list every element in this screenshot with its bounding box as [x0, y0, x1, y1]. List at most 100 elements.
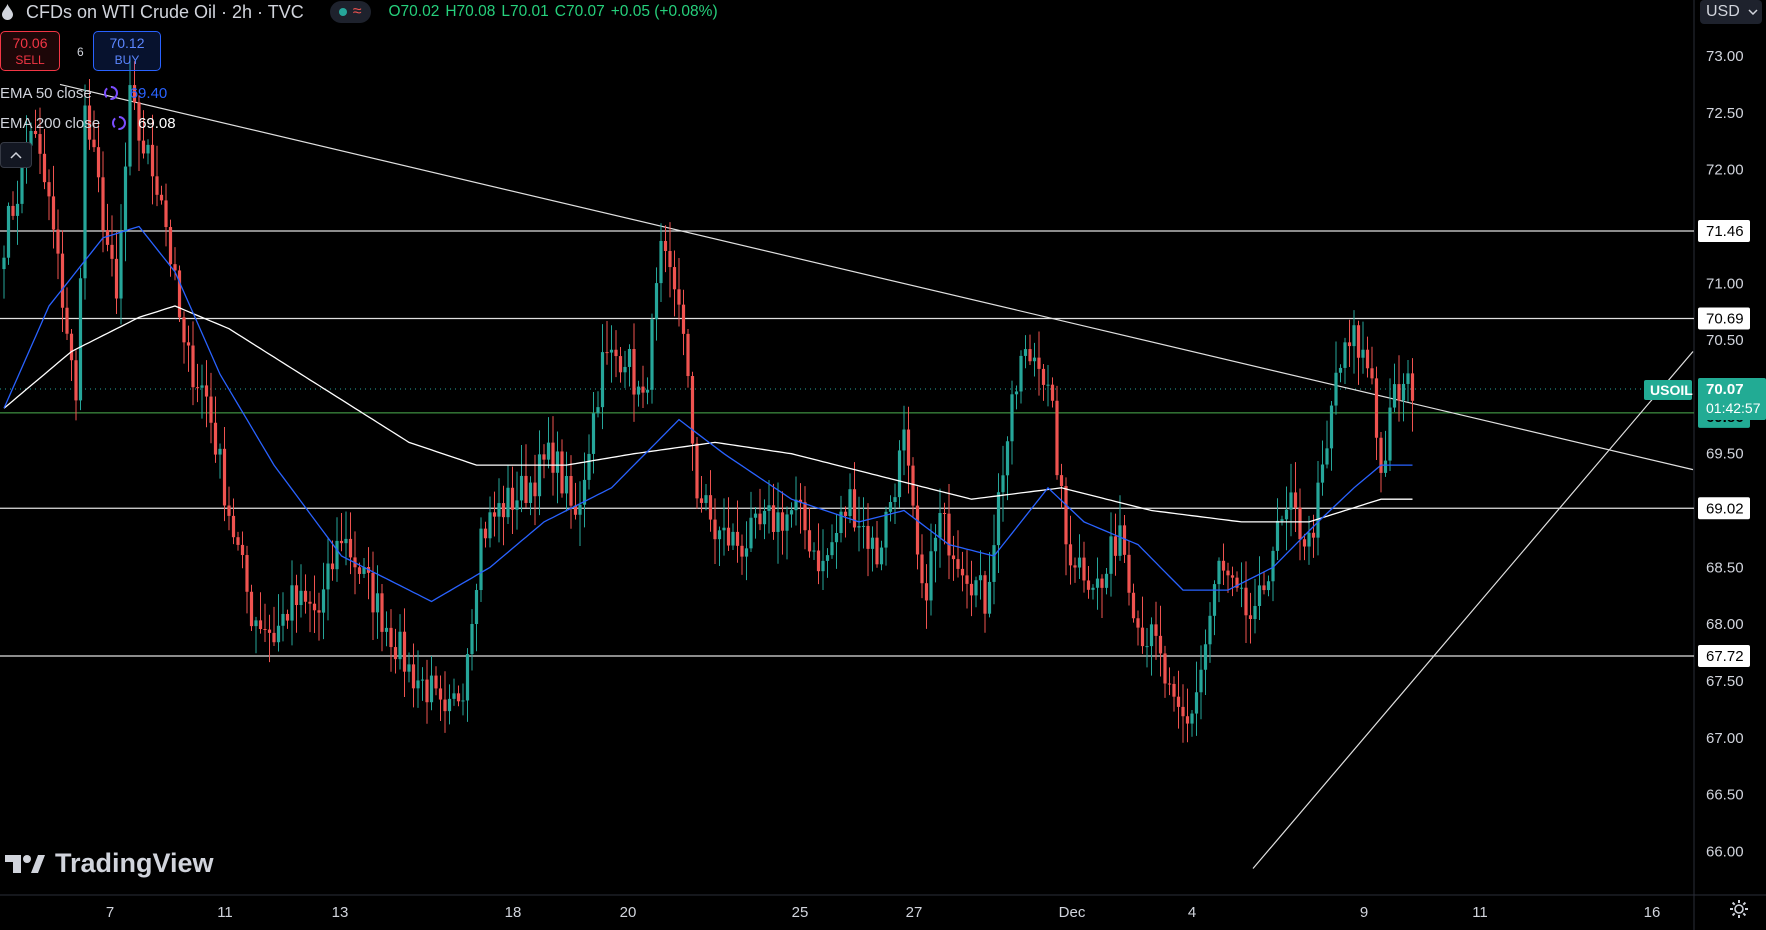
candle-body	[659, 240, 663, 284]
candle-body	[1370, 368, 1374, 379]
ema200-legend[interactable]: EMA 200 close 69.08	[0, 114, 176, 132]
ema50-line	[3, 225, 1413, 603]
candle-body	[357, 567, 362, 574]
candle-body	[1113, 536, 1118, 556]
x-axis-tick-label: 20	[620, 904, 637, 921]
candle-body	[1356, 325, 1361, 358]
candle-body	[920, 554, 924, 584]
candle-body	[1028, 349, 1032, 362]
settings-gear-icon[interactable]	[1728, 898, 1750, 920]
candle-body	[1127, 554, 1131, 593]
collapse-legend-button[interactable]	[0, 142, 32, 168]
candle-body	[339, 540, 344, 544]
candle-body	[794, 499, 798, 511]
chevron-down-icon	[1748, 9, 1758, 15]
candle-body	[749, 517, 753, 549]
candle-body	[294, 585, 299, 606]
candle-body	[74, 360, 78, 401]
candle-body	[1325, 448, 1329, 465]
candle-body	[537, 454, 542, 497]
candle-body	[618, 356, 623, 373]
candle-body	[573, 505, 578, 515]
candle-body	[591, 413, 596, 454]
candle-body	[731, 531, 735, 546]
tradingview-logo[interactable]: TradingView	[5, 848, 214, 879]
candle-body	[663, 240, 668, 251]
candle-body	[924, 583, 929, 601]
candle-body	[173, 264, 177, 271]
candle-body	[1262, 585, 1266, 591]
candle-body	[1361, 349, 1365, 358]
candle-body	[452, 693, 456, 699]
last-price-label: 70.07	[1706, 381, 1744, 398]
candle-body	[371, 572, 375, 613]
candle-body	[1109, 536, 1113, 574]
candle-body	[416, 680, 420, 689]
x-axis-tick-label: 25	[792, 904, 809, 921]
candle-body	[1230, 575, 1235, 578]
candle-body	[632, 348, 636, 395]
candle-body	[1334, 372, 1338, 406]
candle-body	[947, 513, 951, 556]
candle-body	[141, 140, 146, 154]
candle-body	[1131, 592, 1136, 619]
y-axis-tick-label: 69.50	[1706, 446, 1744, 463]
candle-body	[182, 317, 186, 343]
ascending-trendline	[1252, 351, 1694, 869]
tradingview-logo-icon	[5, 854, 45, 873]
candle-body	[420, 679, 425, 681]
candle-body	[1019, 355, 1023, 392]
candle-body	[641, 386, 645, 393]
candle-body	[159, 194, 164, 201]
data-feed-icon: ≈	[352, 3, 362, 20]
ema200-value: 69.08	[138, 114, 176, 132]
candle-body	[218, 448, 222, 455]
candle-body	[114, 258, 119, 299]
candle-body	[1001, 475, 1005, 493]
y-axis-tick-label: 67.50	[1706, 673, 1744, 690]
candle-body	[951, 555, 956, 560]
candle-body	[542, 454, 546, 460]
candle-body	[1298, 507, 1302, 540]
sell-button[interactable]: 70.06 SELL	[0, 31, 60, 71]
candle-body	[1271, 550, 1275, 582]
candle-body	[348, 538, 353, 558]
ema50-legend[interactable]: EMA 50 close 69.40	[0, 84, 167, 102]
candle-body	[992, 545, 996, 582]
candle-body	[425, 679, 429, 703]
ohlc-readout: O70.02 H70.08 L70.01 C70.07 +0.05 (+0.08…	[389, 3, 718, 21]
candle-body	[690, 376, 695, 444]
candle-body	[623, 366, 627, 373]
candle-body	[551, 442, 555, 473]
candle-body	[33, 130, 38, 135]
candle-body	[272, 632, 276, 643]
candle-body	[789, 510, 794, 515]
market-status-pill[interactable]: ≈	[329, 1, 371, 23]
candle-body	[380, 593, 384, 632]
symbol-badge: USOIL	[1650, 382, 1693, 398]
candle-body	[155, 176, 159, 195]
market-open-dot-icon	[338, 8, 347, 16]
candle-body	[983, 575, 987, 614]
x-axis-tick-label: 27	[906, 904, 923, 921]
candle-body	[668, 250, 672, 268]
symbol-title[interactable]: CFDs on WTI Crude Oil · 2h · TVC	[26, 1, 304, 22]
y-axis-tick-label: 72.00	[1706, 162, 1744, 179]
candle-body	[776, 512, 780, 532]
buy-button[interactable]: 70.12 BUY	[93, 31, 161, 71]
candle-body	[1118, 525, 1122, 556]
candle-body	[1055, 400, 1059, 476]
candle-body	[596, 407, 600, 414]
candle-body	[1190, 713, 1194, 724]
y-axis-tick-label: 73.00	[1706, 48, 1744, 65]
currency-selector[interactable]: USD	[1700, 0, 1762, 24]
candle-body	[956, 559, 960, 569]
x-axis-tick-label: 16	[1644, 904, 1661, 921]
candle-body	[560, 451, 564, 494]
candle-body	[1329, 405, 1334, 449]
loading-icon	[110, 114, 128, 132]
candle-body	[146, 144, 150, 154]
candle-body	[758, 513, 762, 525]
candle-body	[231, 515, 236, 538]
